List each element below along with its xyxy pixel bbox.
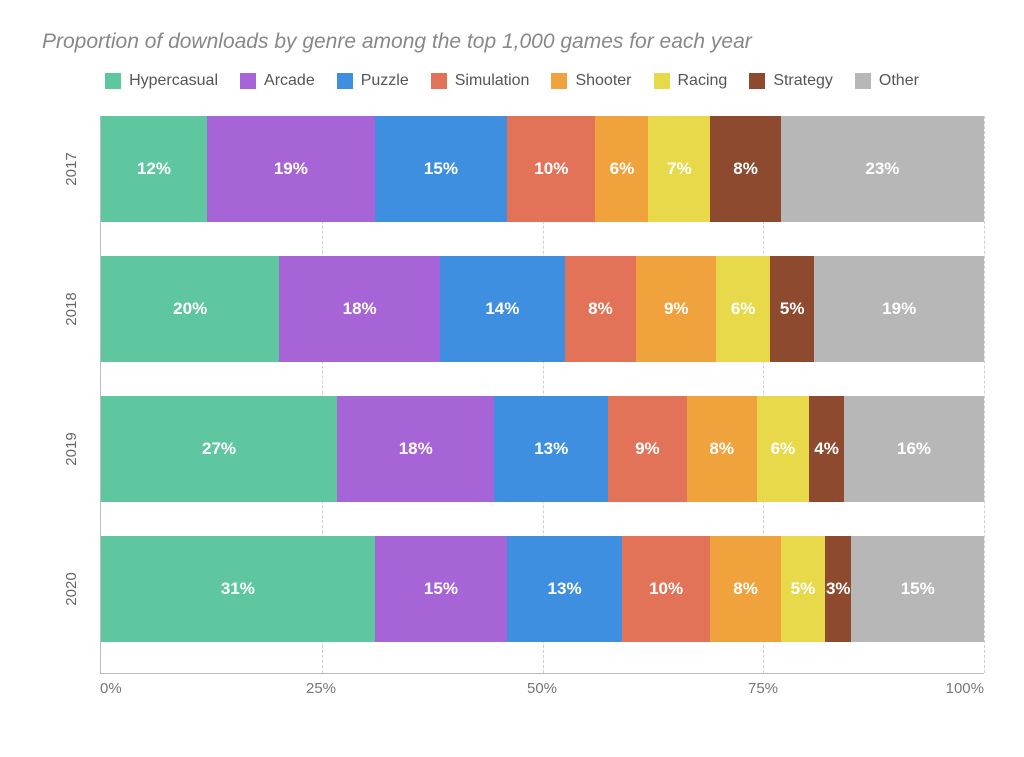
bar-segment: 13% — [507, 536, 622, 642]
y-axis-label: 2018 — [63, 292, 80, 325]
bar-segment: 8% — [687, 396, 757, 502]
stacked-bar: 27%18%13%9%8%6%4%16% — [101, 396, 984, 502]
x-axis: 0% 25% 50% 75% 100% — [100, 674, 984, 704]
x-axis-tick: 25% — [306, 680, 336, 697]
y-axis-label: 2020 — [63, 572, 80, 605]
legend-item: Hypercasual — [105, 72, 218, 90]
x-axis-tick: 50% — [527, 680, 557, 697]
legend-label: Puzzle — [361, 72, 409, 90]
bars-container: 201712%19%15%10%6%7%8%23% 201820%18%14%8%… — [101, 116, 984, 642]
bar-segment: 3% — [825, 536, 851, 642]
bar-segment: 10% — [622, 536, 710, 642]
plot-area: 201712%19%15%10%6%7%8%23% 201820%18%14%8%… — [100, 116, 984, 674]
bar-segment: 6% — [716, 256, 770, 362]
bar-segment: 19% — [814, 256, 983, 362]
bar-segment: 27% — [101, 396, 337, 502]
bar-segment: 9% — [608, 396, 687, 502]
bar-segment: 8% — [710, 116, 781, 222]
bar-segment: 15% — [375, 116, 507, 222]
legend-swatch — [654, 73, 670, 89]
bar-row: 202031%15%13%10%8%5%3%15% — [101, 536, 984, 642]
bar-segment: 18% — [279, 256, 440, 362]
bar-segment: 31% — [101, 536, 375, 642]
legend-swatch — [551, 73, 567, 89]
bar-segment: 23% — [781, 116, 984, 222]
chart-title: Proportion of downloads by genre among t… — [42, 30, 996, 54]
gridline — [984, 116, 985, 673]
legend-item: Racing — [654, 72, 728, 90]
bar-segment: 19% — [207, 116, 375, 222]
legend-label: Arcade — [264, 72, 315, 90]
legend-label: Strategy — [773, 72, 833, 90]
stacked-bar: 31%15%13%10%8%5%3%15% — [101, 536, 984, 642]
legend-label: Other — [879, 72, 919, 90]
legend-swatch — [337, 73, 353, 89]
x-axis-tick: 75% — [748, 680, 778, 697]
bar-segment: 15% — [375, 536, 507, 642]
legend: Hypercasual Arcade Puzzle Simulation Shooter… — [28, 72, 996, 90]
stacked-bar: 12%19%15%10%6%7%8%23% — [101, 116, 984, 222]
bar-segment: 16% — [844, 396, 984, 502]
bar-segment: 5% — [781, 536, 825, 642]
bar-segment: 18% — [337, 396, 494, 502]
chart: 201712%19%15%10%6%7%8%23% 201820%18%14%8%… — [100, 116, 984, 704]
bar-segment: 20% — [101, 256, 279, 362]
bar-segment: 9% — [636, 256, 716, 362]
y-axis-label: 2019 — [63, 432, 80, 465]
bar-row: 201927%18%13%9%8%6%4%16% — [101, 396, 984, 502]
legend-item: Arcade — [240, 72, 315, 90]
x-axis-tick: 100% — [946, 680, 984, 697]
y-axis-label: 2017 — [63, 152, 80, 185]
bar-segment: 6% — [757, 396, 809, 502]
bar-segment: 7% — [648, 116, 710, 222]
legend-swatch — [105, 73, 121, 89]
legend-label: Shooter — [575, 72, 631, 90]
bar-segment: 6% — [595, 116, 648, 222]
bar-segment: 4% — [809, 396, 844, 502]
legend-label: Simulation — [455, 72, 530, 90]
stacked-bar: 20%18%14%8%9%6%5%19% — [101, 256, 984, 362]
legend-item: Simulation — [431, 72, 530, 90]
legend-item: Shooter — [551, 72, 631, 90]
bar-segment: 14% — [440, 256, 565, 362]
legend-item: Strategy — [749, 72, 833, 90]
bar-segment: 13% — [494, 396, 608, 502]
x-axis-tick: 0% — [100, 680, 122, 697]
bar-segment: 5% — [770, 256, 815, 362]
legend-swatch — [240, 73, 256, 89]
legend-swatch — [749, 73, 765, 89]
legend-label: Racing — [678, 72, 728, 90]
legend-swatch — [855, 73, 871, 89]
legend-item: Puzzle — [337, 72, 409, 90]
bar-segment: 10% — [507, 116, 595, 222]
legend-label: Hypercasual — [129, 72, 218, 90]
legend-item: Other — [855, 72, 919, 90]
bar-segment: 15% — [851, 536, 983, 642]
bar-segment: 12% — [101, 116, 207, 222]
bar-row: 201712%19%15%10%6%7%8%23% — [101, 116, 984, 222]
legend-swatch — [431, 73, 447, 89]
bar-segment: 8% — [565, 256, 636, 362]
bar-row: 201820%18%14%8%9%6%5%19% — [101, 256, 984, 362]
bar-segment: 8% — [710, 536, 781, 642]
